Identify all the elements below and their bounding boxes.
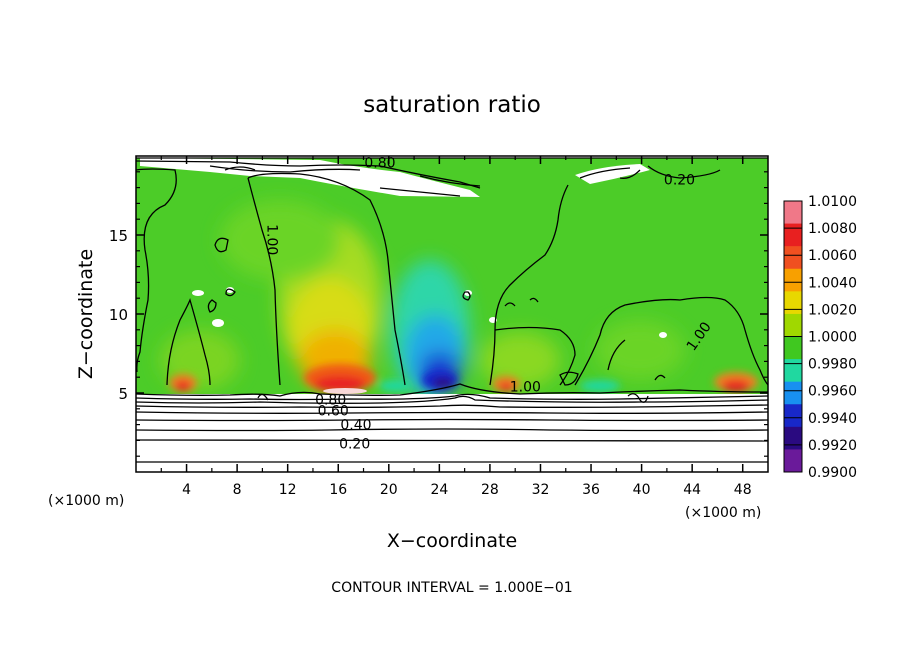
x-tick-label: 32 <box>532 482 550 498</box>
colorbar: 1.0100 1.0080 1.0060 1.0040 1.0020 1.0000 0.99… <box>783 194 857 481</box>
x-tick-label: 12 <box>279 482 297 498</box>
x-tick-label: 16 <box>329 482 347 498</box>
x-tick-label: 4 <box>182 482 191 498</box>
y-tick-label: 15 <box>109 227 128 245</box>
colorbar-swatch <box>784 313 802 337</box>
x-unit-right: (×1000 m) <box>685 505 761 521</box>
contour-label: 0.20 <box>339 437 370 453</box>
colorbar-label: 0.9940 <box>808 411 857 427</box>
contour-label: 0.20 <box>664 173 695 189</box>
y-tick-label: 5 <box>118 385 128 403</box>
colorbar-swatch <box>784 291 802 315</box>
x-tick-label: 24 <box>430 482 448 498</box>
y-tick-label: 10 <box>109 306 128 324</box>
colorbar-swatch <box>784 201 802 225</box>
contour-label: 0.80 <box>315 392 346 408</box>
x-tick-label: 40 <box>633 482 651 498</box>
colorbar-swatch <box>784 449 802 473</box>
colorbar-swatch <box>784 404 802 428</box>
colorbar-label: 0.9960 <box>808 384 857 400</box>
colorbar-label: 1.0060 <box>808 248 857 264</box>
contour-label: 1.00 <box>510 380 541 396</box>
colorbar-label: 1.0020 <box>808 302 857 318</box>
colorbar-swatch <box>784 223 802 247</box>
x-unit-left: (×1000 m) <box>48 493 124 509</box>
colorbar-label: 0.9900 <box>808 465 857 481</box>
contour-interval-note: CONTOUR INTERVAL = 1.000E−01 <box>331 580 572 596</box>
x-tick-label: 28 <box>481 482 499 498</box>
colorbar-label: 1.0100 <box>808 194 857 210</box>
chart-title: saturation ratio <box>363 92 541 118</box>
colorbar-swatch <box>784 246 802 270</box>
colorbar-swatch <box>784 381 802 405</box>
x-tick-label: 8 <box>233 482 242 498</box>
colorbar-label: 1.0040 <box>808 275 857 291</box>
contour-label: 0.60 <box>318 403 349 419</box>
x-tick-label: 48 <box>734 482 752 498</box>
x-axis: 4 8 12 16 20 24 28 32 36 40 44 48 <box>160 156 752 498</box>
colorbar-label: 1.0000 <box>808 330 857 346</box>
heatmap-field <box>136 156 768 472</box>
colorbar-swatch <box>784 268 802 292</box>
colorbar-label: 0.9980 <box>808 357 857 373</box>
x-tick-label: 44 <box>683 482 701 498</box>
contour-label: 1.00 <box>264 224 280 255</box>
colorbar-label: 1.0080 <box>808 221 857 237</box>
y-axis-label: Z−coordinate <box>75 249 97 379</box>
x-axis-label: X−coordinate <box>387 530 517 552</box>
contour-label: 0.80 <box>364 155 395 171</box>
colorbar-label: 0.9920 <box>808 438 857 454</box>
colorbar-swatch <box>784 359 802 383</box>
contour-label: 0.40 <box>340 418 371 434</box>
colorbar-swatch <box>784 336 802 360</box>
contour-lines <box>136 157 768 463</box>
x-tick-label: 20 <box>380 482 398 498</box>
x-tick-label: 36 <box>582 482 600 498</box>
colorbar-swatch <box>784 426 802 450</box>
y-axis: 5 10 15 <box>109 171 768 457</box>
